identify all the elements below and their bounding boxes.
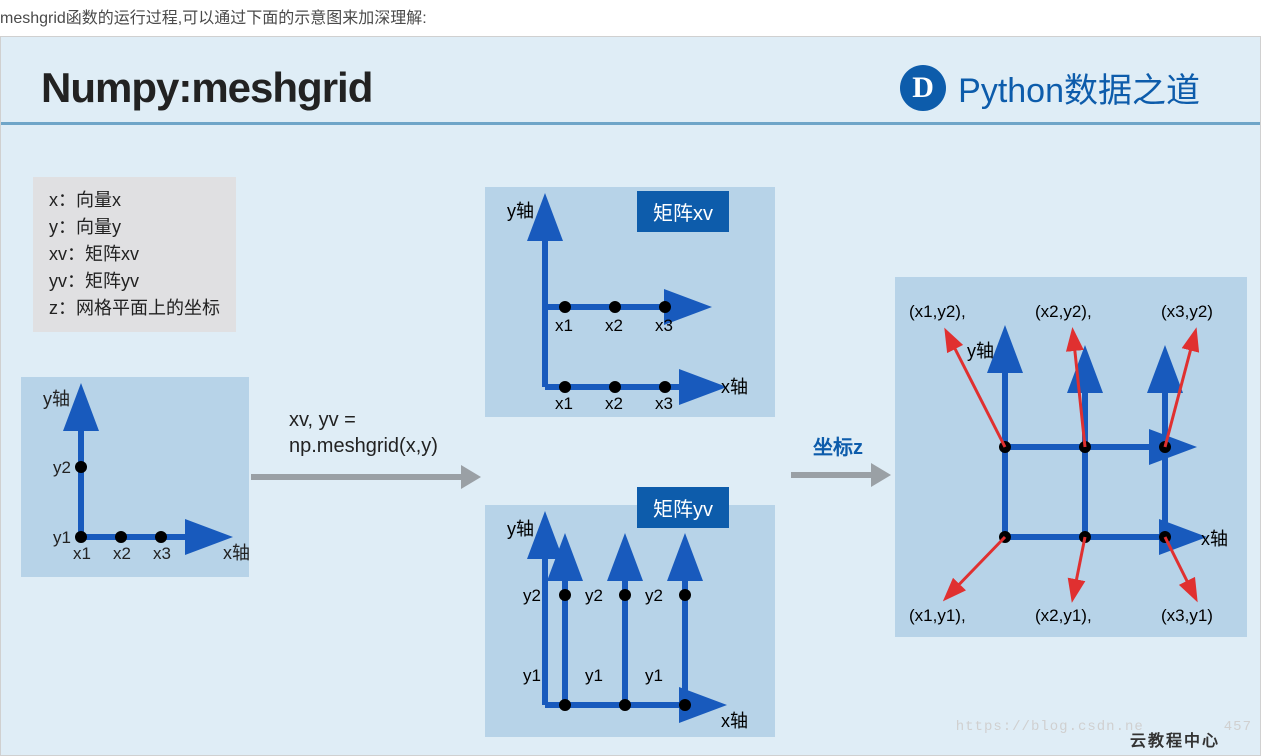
arrow1-label1: xv, yv =: [289, 409, 356, 432]
svg-text:y2: y2: [585, 586, 603, 605]
slide: Numpy:meshgrid D Python数据之道 x：向量x y：向量y …: [0, 36, 1261, 756]
svg-text:y轴: y轴: [507, 201, 534, 221]
svg-text:x3: x3: [153, 544, 171, 563]
panel-z: y轴 x轴 (x1,y2), (x2,y2), (x3,y2) (x1,y1),…: [895, 277, 1247, 637]
legend-row: xv：矩阵xv: [49, 241, 220, 268]
yv-svg: y2 y2 y2 y1 y1 y1 y轴 x轴: [485, 505, 775, 737]
legend-box: x：向量x y：向量y xv：矩阵xv yv：矩阵yv z：网格平面上的坐标: [33, 177, 236, 332]
svg-text:y1: y1: [523, 666, 541, 685]
svg-text:x2: x2: [605, 316, 623, 335]
svg-text:(x1,y2),: (x1,y2),: [909, 302, 966, 321]
xv-svg: x1 x2 x3 x1 x2 x3 y轴 x轴: [485, 187, 775, 417]
svg-text:x3: x3: [655, 316, 673, 335]
big-arrow-1: [251, 457, 481, 497]
svg-text:x1: x1: [73, 544, 91, 563]
arrow2-label: 坐标z: [813, 431, 863, 460]
brand-text: Python数据之道: [958, 63, 1200, 112]
svg-text:x轴: x轴: [721, 377, 748, 397]
svg-text:x轴: x轴: [223, 543, 249, 563]
svg-text:y轴: y轴: [43, 389, 70, 409]
big-arrow-2: [791, 455, 891, 495]
legend-row: x：向量x: [49, 187, 220, 214]
panel-xv-label: 矩阵xv: [637, 191, 729, 232]
svg-text:x2: x2: [113, 544, 131, 563]
svg-text:(x1,y1),: (x1,y1),: [909, 606, 966, 625]
svg-text:y2: y2: [53, 458, 71, 477]
svg-text:x1: x1: [555, 394, 573, 413]
panel-input: y轴 x轴 y2 y1 x1 x2 x3: [21, 377, 249, 577]
legend-row: z：网格平面上的坐标: [49, 295, 220, 322]
svg-text:y轴: y轴: [967, 341, 994, 361]
svg-text:y2: y2: [523, 586, 541, 605]
brand-icon: D: [900, 65, 946, 111]
svg-text:(x3,y1): (x3,y1): [1161, 606, 1213, 625]
svg-text:(x2,y2),: (x2,y2),: [1035, 302, 1092, 321]
intro-text: meshgrid函数的运行过程,可以通过下面的示意图来加深理解:: [0, 0, 1277, 36]
svg-text:(x2,y1),: (x2,y1),: [1035, 606, 1092, 625]
brand: D Python数据之道: [900, 63, 1200, 112]
svg-text:y1: y1: [585, 666, 603, 685]
svg-text:y2: y2: [645, 586, 663, 605]
panel-yv-label: 矩阵yv: [637, 487, 729, 528]
watermark-brand: 云教程中心: [1130, 727, 1220, 751]
svg-text:x轴: x轴: [1201, 529, 1228, 549]
svg-text:x轴: x轴: [721, 711, 748, 731]
svg-text:x2: x2: [605, 394, 623, 413]
svg-text:y轴: y轴: [507, 519, 534, 539]
z-svg: y轴 x轴 (x1,y2), (x2,y2), (x3,y2) (x1,y1),…: [895, 277, 1247, 637]
header: Numpy:meshgrid D Python数据之道: [1, 37, 1260, 125]
legend-row: yv：矩阵yv: [49, 268, 220, 295]
svg-text:y1: y1: [645, 666, 663, 685]
svg-text:x1: x1: [555, 316, 573, 335]
panel-xv: x1 x2 x3 x1 x2 x3 y轴 x轴: [485, 187, 775, 417]
panel-yv: y2 y2 y2 y1 y1 y1 y轴 x轴: [485, 505, 775, 737]
svg-text:y1: y1: [53, 528, 71, 547]
axes-input-svg: y轴 x轴 y2 y1 x1 x2 x3: [21, 377, 249, 577]
slide-title: Numpy:meshgrid: [41, 64, 372, 112]
arrow1-label2: np.meshgrid(x,y): [289, 435, 438, 458]
svg-text:x3: x3: [655, 394, 673, 413]
svg-text:(x3,y2): (x3,y2): [1161, 302, 1213, 321]
legend-row: y：向量y: [49, 214, 220, 241]
